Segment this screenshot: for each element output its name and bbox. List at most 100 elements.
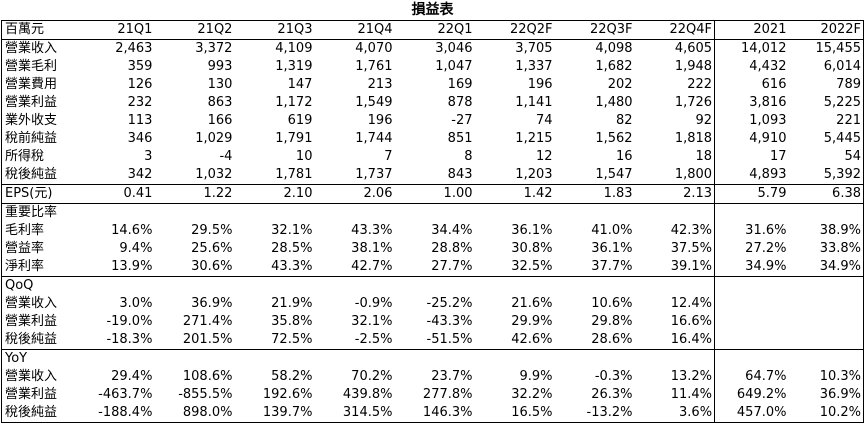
cell-value: 82 [615, 113, 633, 128]
cell-value: 42.7% [351, 259, 393, 274]
row-label: 營業收入 [1, 368, 75, 386]
cell-value: 10.2% [788, 404, 865, 423]
cell-value: 169 [447, 77, 473, 92]
cell-value: 28.6% [591, 332, 633, 347]
cell-value: 31.6% [714, 222, 789, 240]
cell-value: 1,337 [515, 59, 553, 74]
yoy-section: YoY [0, 349, 864, 368]
cell-value: 457.0% [714, 404, 789, 423]
cell-value: -0.9% [354, 296, 393, 311]
cell-value: 1,800 [674, 167, 713, 182]
cell-value: 4,070 [355, 41, 393, 56]
row-label: 毛利率 [1, 222, 75, 240]
cell-value: 5,392 [788, 166, 865, 185]
cell-value: 1,562 [595, 131, 633, 146]
cell-value: 58.2% [271, 369, 313, 384]
cell-value: 1,948 [674, 59, 713, 74]
cell-value [714, 313, 789, 331]
cell-value: 271.4% [182, 314, 233, 329]
row-label: 營業利益 [1, 94, 75, 112]
cell-value: 1,726 [674, 95, 713, 110]
cell-value: -27 [451, 113, 473, 128]
cell-value: -43.3% [426, 314, 473, 329]
cell-value: 1,547 [595, 167, 633, 182]
cell-value: 16.6% [670, 314, 713, 329]
cell-value: 74 [535, 113, 553, 128]
table-row: 營業收入 29.4% 108.6% 58.2% 70.2% 23.7% 9.9% -0.3% 1… [1, 368, 865, 386]
cell-value [714, 295, 789, 313]
cell-value: 1,791 [275, 131, 313, 146]
column-header: 21Q3 [234, 20, 315, 40]
cell-value: 1,093 [714, 112, 789, 130]
row-label: 稅後純益 [1, 166, 75, 185]
cell-value: 39.1% [670, 259, 713, 274]
cell-value: -18.3% [106, 332, 153, 347]
cell-value: -4 [219, 149, 233, 164]
cell-value: -463.7% [98, 387, 153, 402]
cell-value: 1,737 [355, 167, 393, 182]
cell-value: 23.7% [431, 369, 473, 384]
cell-value: 92 [695, 113, 713, 128]
cell-value: 843 [447, 167, 473, 182]
cell-value: 36.9% [788, 386, 865, 404]
cell-value: 346 [127, 131, 153, 146]
cell-value: 42.3% [670, 223, 713, 238]
column-header: 2022F [788, 20, 865, 40]
cell-value: 14,012 [714, 39, 789, 58]
cell-value: 18 [695, 149, 713, 164]
header-row: 百萬元 21Q1 21Q2 21Q3 21Q4 22Q1 22Q2F 22Q3F 22Q4F 20… [1, 20, 865, 40]
table-row: 稅前純益 346 1,029 1,791 1,744 851 1,215 1,562 1,818… [1, 130, 865, 148]
cell-value: 2,463 [115, 41, 153, 56]
cell-value: 1.42 [474, 184, 555, 204]
cell-value: 1,549 [355, 95, 393, 110]
cell-value: 43.3% [351, 223, 393, 238]
cell-value: 14.6% [111, 223, 153, 238]
cell-value: 3.0% [119, 296, 153, 311]
cell-value: 27.2% [714, 240, 789, 258]
cell-value [788, 295, 865, 313]
cell-value: 3.6% [634, 404, 715, 423]
cell-value: 1,480 [595, 95, 633, 110]
table-row: 稅後純益 342 1,032 1,781 1,737 843 1,203 1,547 1,800… [1, 166, 865, 185]
cell-value: 0.41 [74, 184, 155, 204]
column-header: 22Q3F [554, 20, 635, 40]
cell-value [788, 331, 865, 350]
cell-value: 232 [127, 95, 153, 110]
table-row: 營業收入 3.0% 36.9% 21.9% -0.9% -25.2% 21.6% 10.6% 1… [1, 295, 865, 313]
cell-value: 130 [207, 77, 233, 92]
cell-value: 4,098 [595, 41, 633, 56]
table-row: 營業毛利 359 993 1,319 1,761 1,047 1,337 1,682 1,948… [1, 58, 865, 76]
cell-value: 32.5% [511, 259, 553, 274]
column-header: 21Q1 [74, 20, 155, 40]
cell-value: 993 [207, 59, 233, 74]
cell-value: 213 [367, 77, 393, 92]
eps-row: EPS(元) 0.41 1.22 2.10 2.06 1.00 1.42 1.83 2.13 5.… [1, 184, 865, 204]
cell-value: 126 [127, 77, 153, 92]
table-row: 營益率 9.4% 25.6% 28.5% 38.1% 28.8% 30.8% 36.1% 37.… [1, 240, 865, 258]
cell-value: -0.3% [594, 369, 633, 384]
cell-value: 33.8% [788, 240, 865, 258]
cell-value: 3,372 [195, 41, 233, 56]
table-row: 營業收入 2,463 3,372 4,109 4,070 3,046 3,705 4,098 4… [1, 39, 865, 58]
cell-value: -19.0% [106, 314, 153, 329]
cell-value: 898.0% [154, 404, 235, 423]
cell-value: 342 [127, 167, 153, 182]
cell-value: 4,109 [275, 41, 313, 56]
cell-value [788, 313, 865, 331]
cell-value: 3,046 [435, 41, 473, 56]
cell-value: 12.4% [670, 296, 713, 311]
row-label: 稅後純益 [1, 331, 75, 350]
cell-value: 11.4% [670, 387, 713, 402]
cell-value: 2.10 [234, 184, 315, 204]
column-header: 百萬元 [1, 20, 75, 40]
cell-value: 32.1% [351, 314, 393, 329]
cell-value: 10.3% [788, 368, 865, 386]
table-row: 營業費用 126 130 147 213 169 196 202 222 616 789 [1, 76, 865, 94]
column-header: 22Q2F [474, 20, 555, 40]
cell-value: 201.5% [182, 332, 233, 347]
cell-value: 1,141 [515, 95, 553, 110]
cell-value: 6,014 [788, 58, 865, 76]
cell-value: 29.8% [591, 314, 633, 329]
cell-value: 54 [788, 148, 865, 166]
cell-value: 12 [535, 149, 553, 164]
